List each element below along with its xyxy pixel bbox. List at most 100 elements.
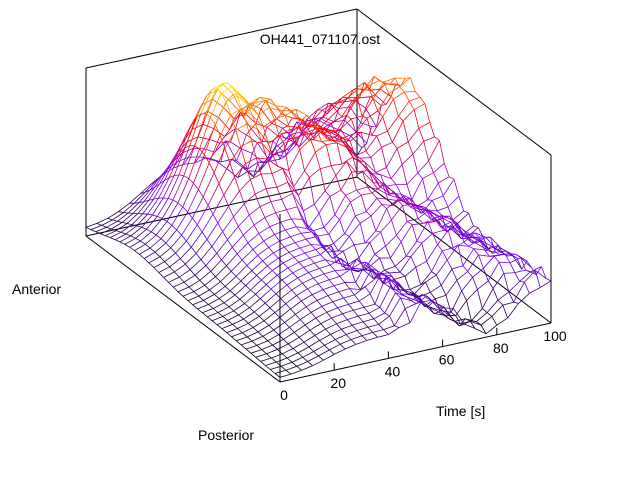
mesh-segment [333, 282, 345, 287]
mesh-segment [451, 225, 457, 235]
mesh-segment [496, 248, 502, 250]
mesh-segment [303, 210, 309, 229]
mesh-segment [247, 104, 253, 116]
mesh-segment [335, 339, 341, 345]
mesh-segment [178, 174, 184, 177]
mesh-segment [252, 115, 264, 128]
mesh-segment [474, 232, 481, 239]
mesh-segment [373, 318, 379, 325]
mesh-segment [310, 312, 317, 319]
mesh-segment [479, 238, 485, 251]
mesh-segment [285, 226, 297, 231]
mesh-segment [235, 123, 247, 131]
mesh-segment [407, 141, 414, 155]
mesh-segment [417, 209, 430, 220]
mesh-segment [386, 167, 392, 179]
mesh-segment [281, 113, 293, 119]
mesh-segment [179, 269, 191, 278]
mesh-segment [207, 312, 219, 318]
mesh-segment [377, 93, 390, 112]
mesh-segment [329, 189, 341, 197]
mesh-segment [366, 126, 372, 144]
mesh-segment [393, 91, 405, 100]
mesh-segment [194, 113, 206, 147]
mesh-segment [347, 147, 354, 157]
mesh-segment [289, 127, 301, 130]
mesh-segment [233, 203, 245, 218]
mesh-segment [211, 246, 218, 254]
mesh-segment [364, 161, 376, 173]
mesh-segment [261, 270, 273, 281]
mesh-segment [367, 324, 379, 328]
mesh-segment [258, 226, 270, 234]
mesh-segment [121, 213, 134, 223]
mesh-segment [317, 233, 329, 237]
mesh-segment [353, 244, 360, 258]
mesh-segment [336, 323, 342, 330]
mesh-segment [269, 221, 281, 228]
mesh-segment [272, 140, 284, 153]
mesh-segment [491, 304, 504, 317]
mesh-segment [85, 226, 91, 230]
mesh-segment [301, 365, 313, 371]
mesh-segment [396, 221, 408, 236]
mesh-segment [362, 170, 368, 188]
mesh-segment [481, 288, 494, 309]
mesh-segment [362, 268, 374, 280]
mesh-segment [530, 270, 536, 273]
mesh-segment [205, 265, 212, 272]
mesh-segment [177, 157, 189, 162]
mesh-segment [158, 266, 170, 273]
mesh-segment [417, 160, 429, 174]
mesh-segment [211, 88, 217, 91]
mesh-segment [323, 227, 330, 235]
mesh-segment [365, 197, 378, 212]
mesh-segment [320, 254, 326, 260]
mesh-segment [366, 261, 378, 272]
mesh-segment [266, 284, 272, 290]
mesh-segment [284, 313, 296, 323]
mesh-segment [480, 324, 487, 334]
mesh-segment [370, 96, 382, 106]
mesh-segment [486, 299, 499, 313]
mesh-segment [233, 310, 239, 316]
mesh-segment [163, 197, 169, 199]
mesh-segment [344, 282, 350, 289]
mesh-segment [213, 172, 220, 184]
mesh-segment [258, 233, 265, 242]
mesh-segment [317, 102, 329, 111]
mesh-segment [438, 311, 450, 320]
mesh-segment [513, 281, 525, 303]
mesh-segment [232, 234, 244, 248]
mesh-segment [188, 148, 200, 179]
mesh-segment [169, 266, 175, 273]
mesh-segment [317, 283, 324, 290]
mesh-segment [239, 190, 245, 204]
mesh-segment [386, 199, 398, 209]
mesh-segment [266, 158, 273, 174]
mesh-segment [286, 357, 293, 363]
mesh-segment [281, 279, 288, 286]
mesh-segment [341, 100, 353, 118]
mesh-segment [158, 177, 170, 199]
mesh-segment [231, 158, 237, 162]
mesh-segment [249, 103, 262, 110]
mesh-segment [380, 219, 392, 233]
mesh-segment [228, 94, 234, 100]
mesh-segment [191, 123, 204, 130]
mesh-segment [456, 271, 468, 281]
mesh-segment [224, 129, 230, 137]
mesh-segment [258, 107, 270, 116]
mesh-segment [188, 286, 195, 292]
mesh-segment [323, 214, 336, 228]
mesh-segment [282, 127, 294, 139]
mesh-segment [194, 145, 200, 150]
mesh-segment [321, 301, 333, 307]
mesh-segment [329, 349, 335, 355]
mesh-segment [389, 297, 401, 317]
mesh-segment [246, 255, 258, 266]
mesh-segment [384, 265, 396, 271]
mesh-segment [246, 123, 252, 142]
mesh-segment [495, 251, 501, 256]
mesh-segment [330, 245, 343, 267]
